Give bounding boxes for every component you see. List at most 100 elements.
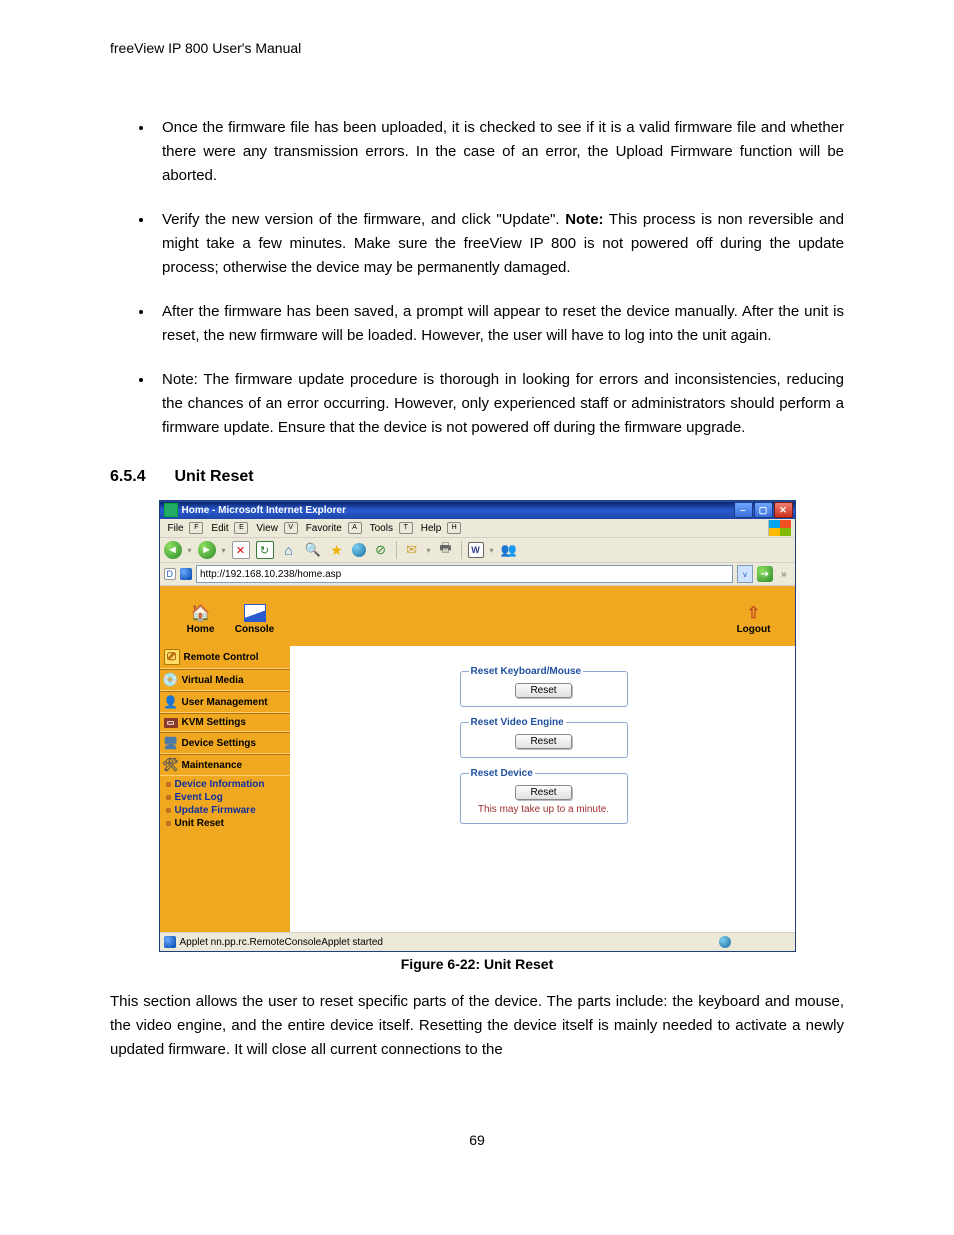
nav-console[interactable]: Console: [228, 604, 282, 635]
ie-app-icon: [164, 503, 178, 517]
maintenance-icon: 🛠: [164, 758, 178, 772]
user-management-icon: 👤: [164, 695, 178, 709]
sidebar-item-maintenance[interactable]: 🛠 Maintenance: [160, 754, 290, 776]
sidebar-item-virtual-media[interactable]: 💿 Virtual Media: [160, 669, 290, 691]
check-button[interactable]: ⊘: [372, 541, 390, 559]
favorites-button[interactable]: ★: [328, 541, 346, 559]
menu-edit[interactable]: Edit E: [207, 521, 250, 535]
bullet-text: Verify the new version of the firmware, …: [162, 211, 565, 228]
minimize-button[interactable]: –: [734, 502, 753, 518]
stop-button[interactable]: ✕: [232, 541, 250, 559]
toolbar: ◄ ▾ ► ▾ ✕ ↻ ⌂ 🔍 ★ ⊘ ✉ ▾ 🖶 W ▾ 👥: [160, 538, 795, 563]
home-button[interactable]: ⌂: [280, 541, 298, 559]
search-button[interactable]: 🔍: [304, 541, 322, 559]
back-button[interactable]: ◄: [164, 541, 182, 559]
nav-label: Logout: [727, 624, 781, 635]
address-label-icon: D: [164, 568, 177, 580]
windows-logo-icon: [768, 520, 791, 536]
device-settings-icon: 🖥: [164, 736, 178, 750]
nav-label: Home: [174, 624, 228, 635]
bullet-item: Note: The firmware update procedure is t…: [154, 368, 844, 440]
go-button[interactable]: ➔: [757, 566, 773, 582]
reset-device-note: This may take up to a minute.: [469, 804, 619, 815]
section-number: 6.5.4: [110, 468, 170, 486]
virtual-media-icon: 💿: [164, 673, 178, 687]
sidebar-item-user-management[interactable]: 👤 User Management: [160, 691, 290, 713]
bullet-item: After the firmware has been saved, a pro…: [154, 300, 844, 348]
sidebar-item-label: Device Settings: [182, 738, 256, 749]
remote-control-icon: ⎚: [164, 649, 180, 665]
bullet-item: Once the firmware file has been uploaded…: [154, 116, 844, 188]
fieldset-legend: Reset Keyboard/Mouse: [469, 666, 584, 677]
dropdown-icon[interactable]: ▾: [427, 546, 431, 555]
menu-favorite[interactable]: Favorite A: [302, 521, 364, 535]
print-button[interactable]: 🖶: [437, 541, 455, 559]
sub-item-event-log[interactable]: Event Log: [166, 791, 286, 804]
reset-device-box: Reset Device Reset This may take up to a…: [460, 768, 628, 824]
reset-keyboard-mouse-box: Reset Keyboard/Mouse Reset: [460, 666, 628, 707]
dropdown-icon[interactable]: ▾: [188, 546, 192, 555]
messenger-button[interactable]: 👥: [500, 541, 518, 559]
address-bar: D v ➔ »: [160, 563, 795, 586]
separator: [396, 541, 397, 559]
sidebar-item-remote-control[interactable]: ⎚ Remote Control: [160, 646, 290, 669]
sidebar-item-label: Maintenance: [182, 760, 243, 771]
section-heading: 6.5.4 Unit Reset: [110, 468, 844, 486]
menu-view[interactable]: View V: [252, 521, 299, 535]
status-bar: Applet nn.pp.rc.RemoteConsoleApplet star…: [160, 932, 795, 951]
mail-button[interactable]: ✉: [403, 541, 421, 559]
status-text: Applet nn.pp.rc.RemoteConsoleApplet star…: [180, 937, 715, 948]
home-icon: 🏠: [190, 604, 212, 622]
reset-video-engine-button[interactable]: Reset: [515, 734, 571, 749]
sidebar-item-device-settings[interactable]: 🖥 Device Settings: [160, 732, 290, 754]
figure-caption: Figure 6-22: Unit Reset: [110, 956, 844, 972]
menu-file[interactable]: File F: [164, 521, 206, 535]
address-dropdown-button[interactable]: v: [737, 565, 753, 583]
close-button[interactable]: ✕: [774, 502, 793, 518]
reset-keyboard-mouse-button[interactable]: Reset: [515, 683, 571, 698]
status-icon: [164, 936, 176, 948]
forward-button[interactable]: ►: [198, 541, 216, 559]
body-paragraph: This section allows the user to reset sp…: [110, 990, 844, 1062]
section-title: Unit Reset: [174, 468, 253, 485]
ie-window: Home - Microsoft Internet Explorer – ▢ ✕…: [159, 500, 796, 952]
sidebar-item-kvm-settings[interactable]: ▭ KVM Settings: [160, 713, 290, 732]
console-icon: [244, 604, 266, 622]
page-content: 🏠 Home Console ⇧ Logout ⎚ Remote Control: [160, 586, 795, 932]
menubar: File F Edit E View V Favorite A Tools T …: [160, 519, 795, 538]
nav-home[interactable]: 🏠 Home: [174, 604, 228, 635]
reset-video-engine-box: Reset Video Engine Reset: [460, 717, 628, 758]
logout-icon: ⇧: [743, 604, 765, 622]
history-button[interactable]: [352, 543, 366, 557]
top-nav: 🏠 Home Console ⇧ Logout: [160, 586, 795, 646]
sidebar-item-label: User Management: [182, 697, 268, 708]
reset-device-button[interactable]: Reset: [515, 785, 571, 800]
menu-help[interactable]: Help H: [417, 521, 463, 535]
separator: [461, 541, 462, 559]
dropdown-icon[interactable]: ▾: [222, 546, 226, 555]
maximize-button[interactable]: ▢: [754, 502, 773, 518]
word-button[interactable]: W: [468, 542, 484, 558]
sidebar-item-label: KVM Settings: [182, 717, 246, 728]
titlebar: Home - Microsoft Internet Explorer – ▢ ✕: [160, 501, 795, 519]
fieldset-legend: Reset Device: [469, 768, 535, 779]
sub-item-update-firmware[interactable]: Update Firmware: [166, 804, 286, 817]
window-title: Home - Microsoft Internet Explorer: [182, 505, 734, 516]
bullet-list: Once the firmware file has been uploaded…: [110, 116, 844, 440]
page-number: 69: [110, 1132, 844, 1148]
sub-item-device-information[interactable]: Device Information: [166, 778, 286, 791]
main-panel: Reset Keyboard/Mouse Reset Reset Video E…: [290, 646, 795, 932]
refresh-button[interactable]: ↻: [256, 541, 274, 559]
nav-logout[interactable]: ⇧ Logout: [727, 604, 781, 635]
menu-tools[interactable]: Tools T: [366, 521, 415, 535]
doc-header: freeView IP 800 User's Manual: [110, 40, 844, 56]
address-input[interactable]: [196, 565, 733, 583]
chevron-icon[interactable]: »: [777, 569, 791, 580]
internet-zone-icon: [719, 936, 731, 948]
dropdown-icon[interactable]: ▾: [490, 546, 494, 555]
sidebar-subitems: Device Information Event Log Update Firm…: [160, 776, 290, 836]
bullet-item: Verify the new version of the firmware, …: [154, 208, 844, 280]
ie-page-icon: [180, 568, 192, 580]
sidebar-item-label: Virtual Media: [182, 675, 244, 686]
sub-item-unit-reset[interactable]: Unit Reset: [166, 817, 286, 830]
